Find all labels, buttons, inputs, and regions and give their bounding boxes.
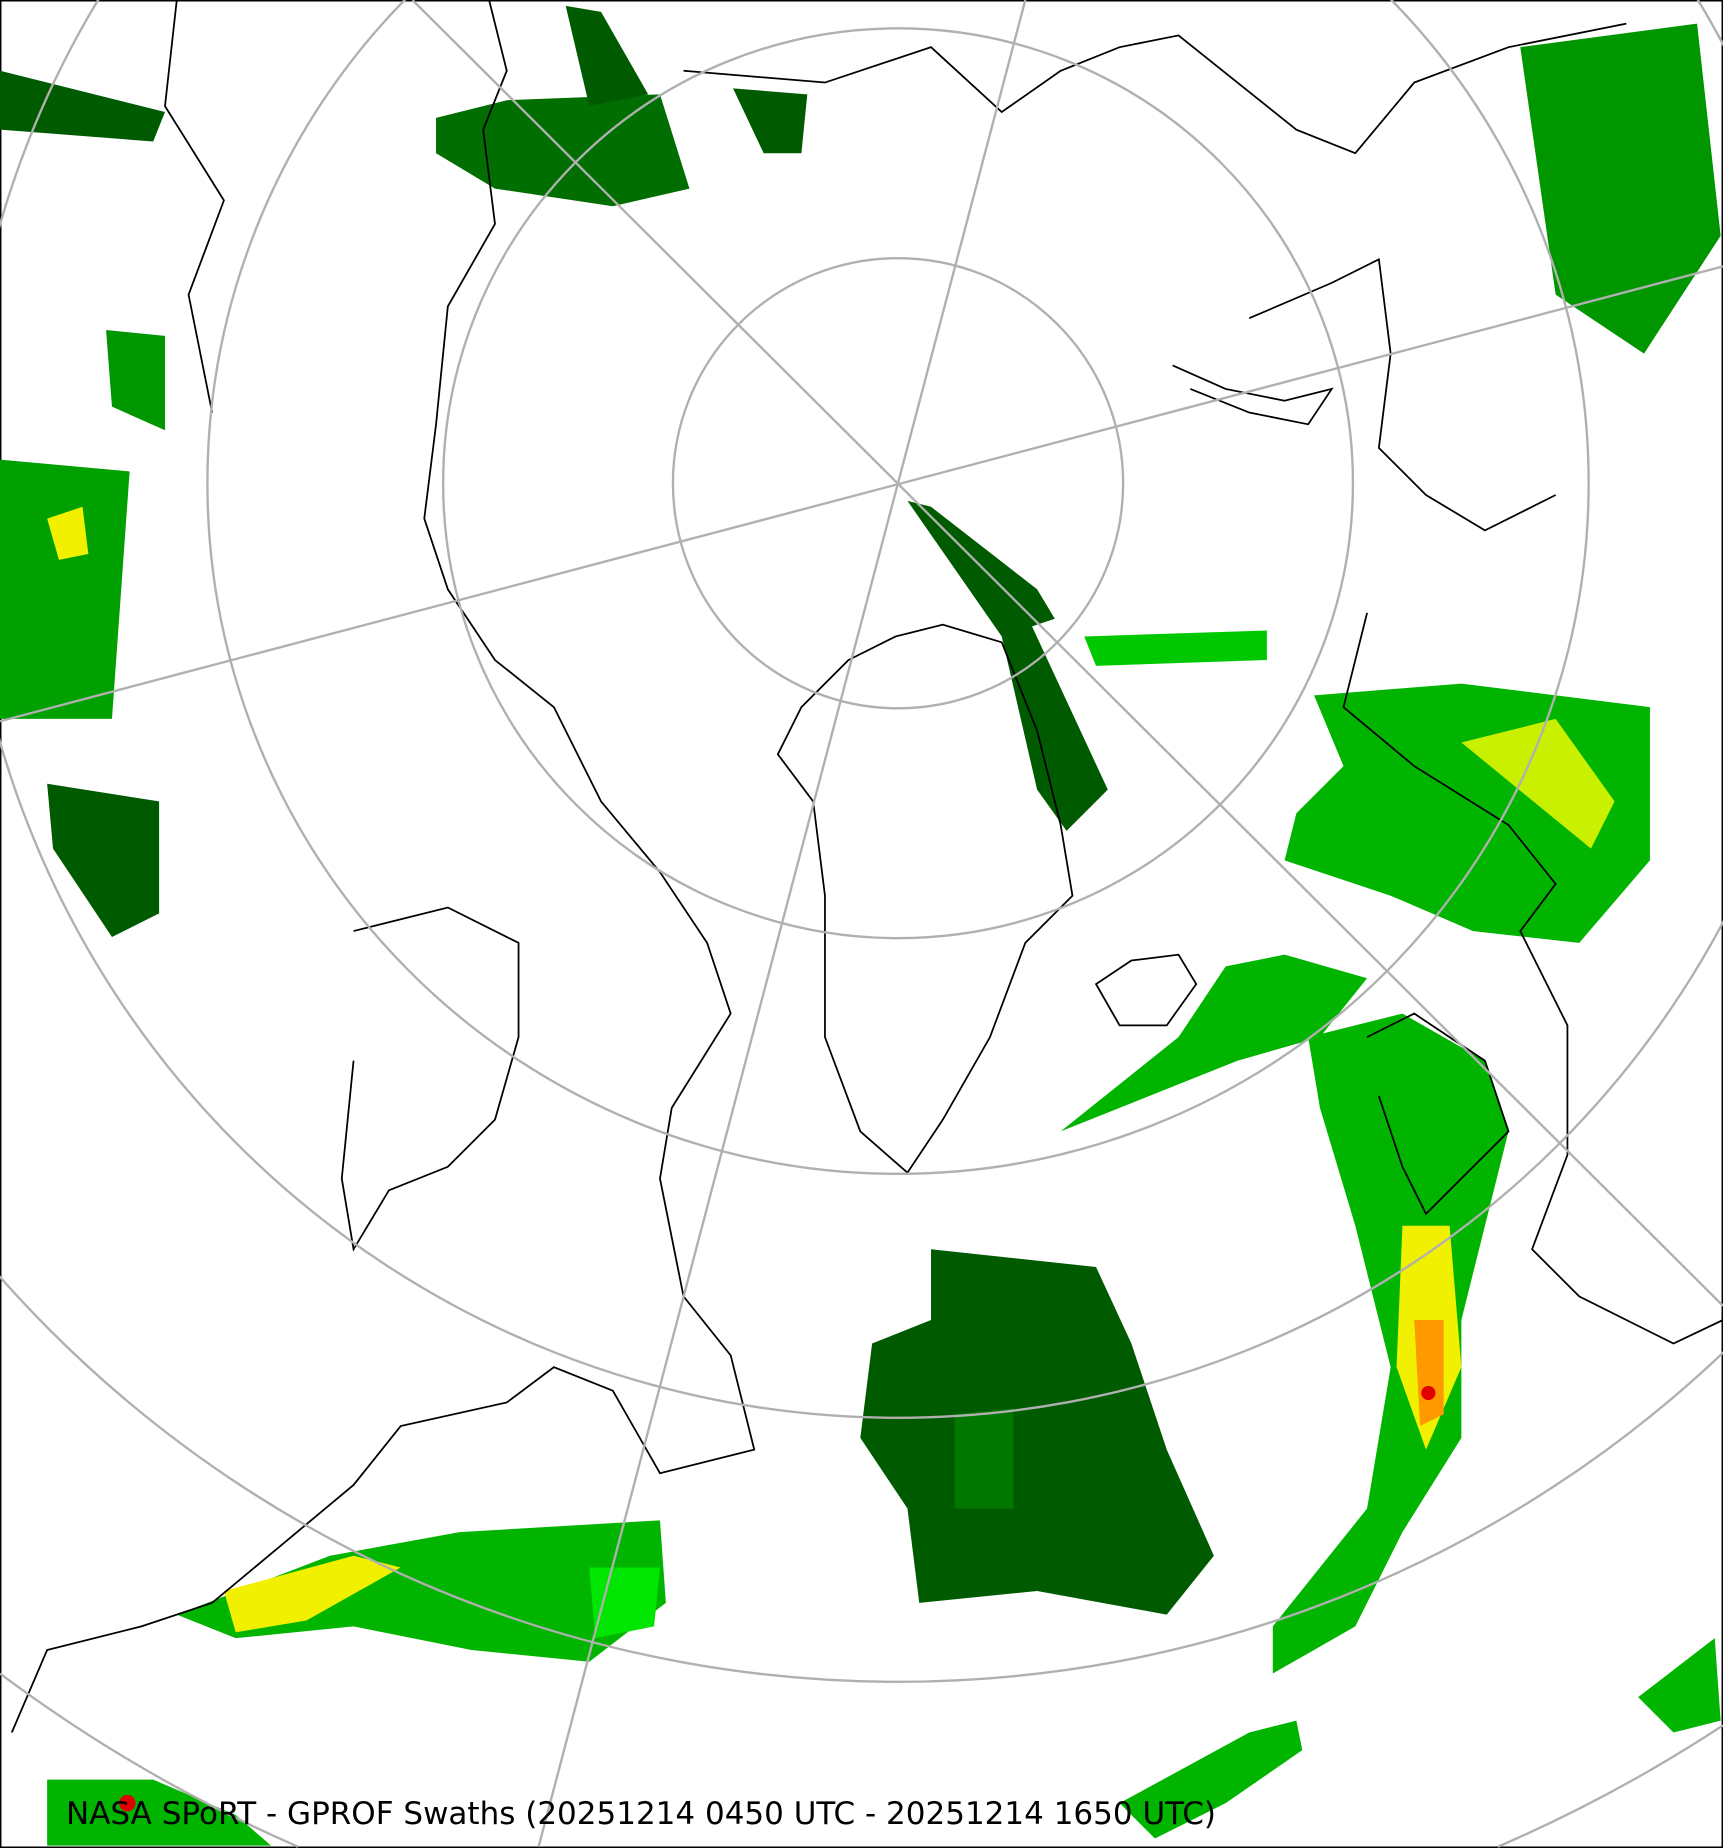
precip-swath bbox=[176, 1520, 666, 1662]
precip-swath bbox=[1421, 1385, 1436, 1401]
precip-swath bbox=[1638, 1638, 1721, 1733]
meridian-line bbox=[537, 0, 1027, 1848]
scandinavia-coastline bbox=[1248, 257, 1557, 532]
precip-swath bbox=[1272, 1013, 1509, 1674]
precipitation-swaths bbox=[0, 5, 1721, 1846]
precip-swath bbox=[0, 459, 130, 719]
eurasia-coastline bbox=[683, 22, 1627, 155]
greenland-coastline bbox=[776, 623, 1074, 1174]
meridian-line bbox=[411, 0, 1723, 1307]
precip-swath bbox=[0, 70, 165, 142]
precip-swath bbox=[1119, 1720, 1303, 1839]
latitude-circle bbox=[206, 0, 1590, 1175]
precip-swath bbox=[1084, 630, 1267, 666]
latitude-circle-arc bbox=[1497, 1724, 1723, 1848]
coastlines bbox=[10, 0, 1723, 1733]
europe-coastline bbox=[1342, 612, 1723, 1345]
precip-swath bbox=[860, 1249, 1214, 1615]
precip-swath bbox=[47, 1779, 272, 1846]
hudson-bay-coastline bbox=[340, 906, 520, 1252]
precip-swath bbox=[1520, 23, 1721, 354]
precip-swath bbox=[1461, 718, 1615, 849]
alaska-coastline bbox=[164, 0, 225, 413]
novaya-zemlya-coastline bbox=[1172, 364, 1334, 426]
map-caption: NASA SPoRT - GPROF Swaths (20251214 0450… bbox=[66, 1796, 1216, 1832]
precip-swath bbox=[47, 783, 160, 937]
iceland-coastline bbox=[1094, 953, 1198, 1027]
precip-swath bbox=[1414, 1319, 1444, 1427]
latitude-circle bbox=[441, 27, 1355, 940]
north-america-coastline bbox=[10, 0, 756, 1733]
meridian-line bbox=[0, 265, 1723, 723]
precip-swath bbox=[47, 506, 89, 560]
precip-swath bbox=[954, 1408, 1014, 1509]
precip-swath bbox=[106, 330, 165, 431]
latitude-circle bbox=[671, 256, 1125, 710]
precip-swath bbox=[223, 1555, 401, 1633]
latitude-circle-arc bbox=[0, 1672, 299, 1848]
precip-swath bbox=[119, 1794, 136, 1812]
precip-swath bbox=[565, 5, 649, 107]
precip-swath bbox=[1001, 624, 1108, 831]
precip-swath bbox=[733, 88, 808, 154]
precip-swath bbox=[1060, 954, 1368, 1132]
latitude-circle bbox=[0, 1274, 1723, 1683]
latitude-circle bbox=[0, 0, 1723, 1419]
uk-coastline bbox=[1366, 1012, 1510, 1216]
